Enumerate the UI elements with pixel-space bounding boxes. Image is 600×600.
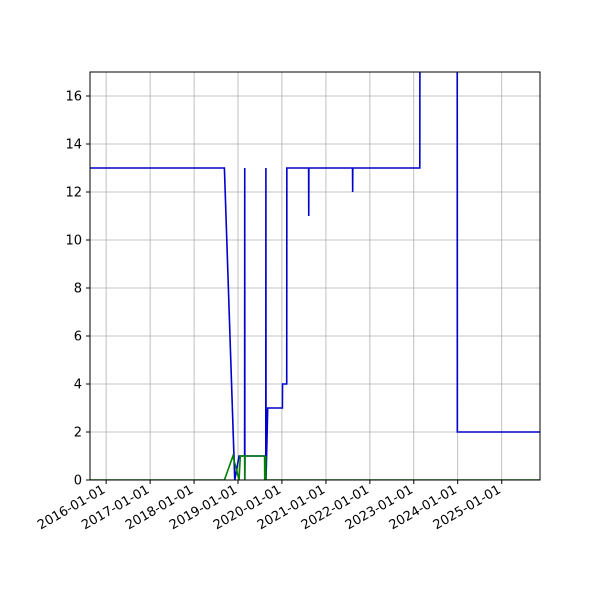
y-tick-label: 4: [74, 378, 82, 393]
y-tick-label: 12: [65, 186, 82, 201]
series-line-1: [90, 72, 540, 480]
y-tick-label: 6: [74, 330, 82, 345]
ticks: [86, 95, 503, 484]
y-tick-label: 16: [65, 90, 82, 105]
y-tick-label: 14: [65, 138, 82, 153]
plot-frame: [89, 71, 541, 481]
series-line-2: [90, 453, 540, 480]
y-tick-label: 8: [74, 282, 82, 297]
y-tick-label: 0: [74, 474, 82, 489]
y-tick-label: 10: [65, 234, 82, 249]
y-tick-label: 2: [74, 426, 82, 441]
series-group: [90, 72, 540, 480]
